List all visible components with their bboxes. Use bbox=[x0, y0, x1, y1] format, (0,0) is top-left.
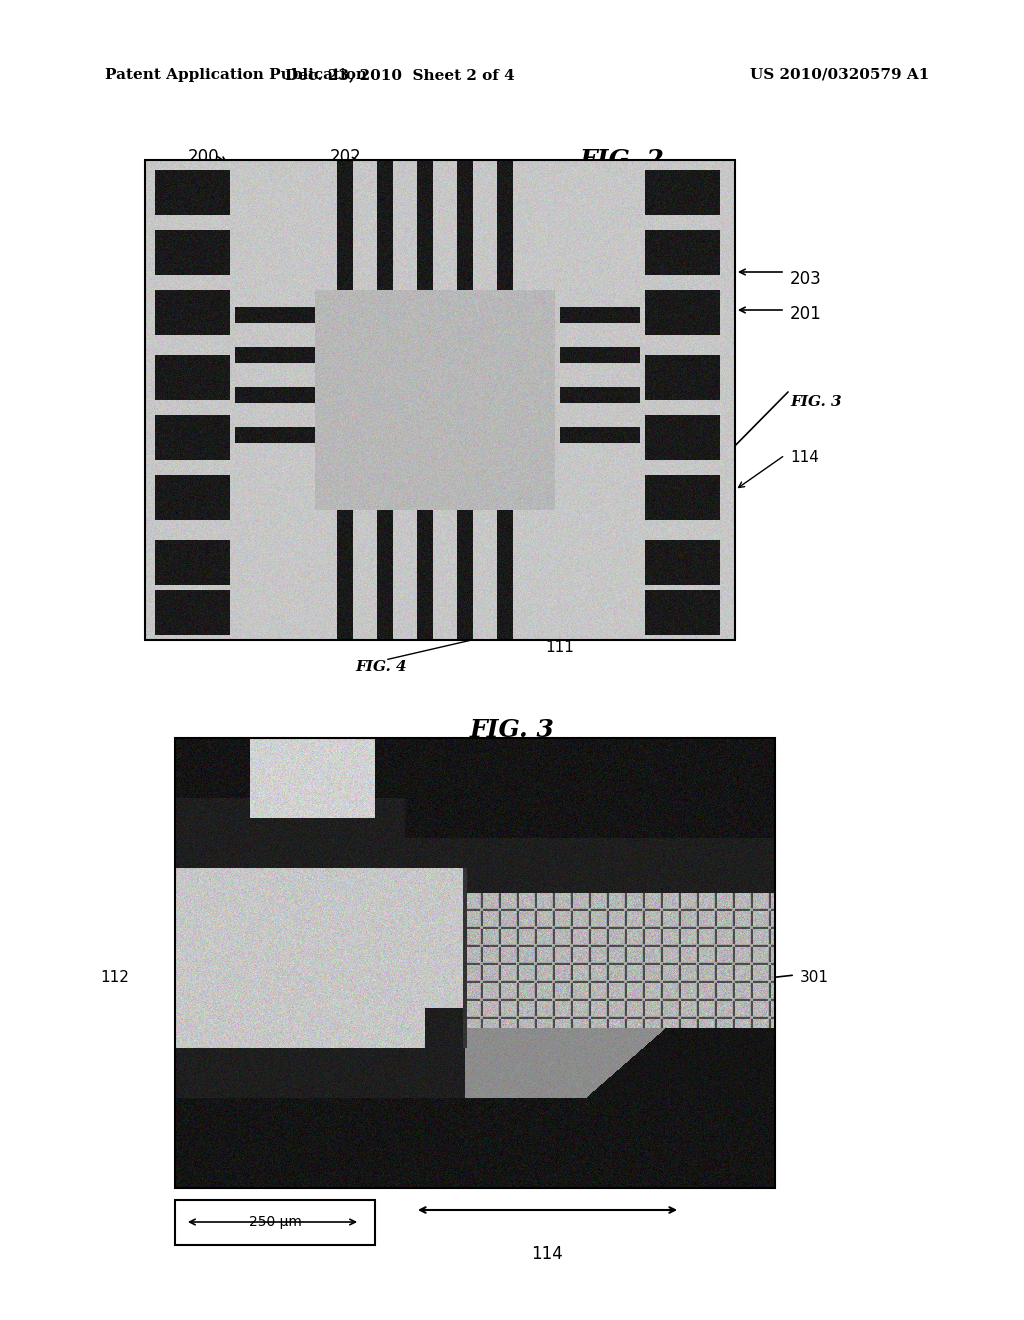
Bar bbox=[175, 738, 775, 1188]
Text: FIG. 3: FIG. 3 bbox=[470, 718, 554, 742]
Text: 114: 114 bbox=[531, 1245, 563, 1263]
Text: 113: 113 bbox=[255, 366, 284, 380]
Text: FIG. 4: FIG. 4 bbox=[355, 660, 407, 675]
Text: 114: 114 bbox=[790, 450, 819, 465]
Text: Dec. 23, 2010  Sheet 2 of 4: Dec. 23, 2010 Sheet 2 of 4 bbox=[285, 69, 515, 82]
Bar bbox=[485, 576, 545, 630]
Text: FIG. 2: FIG. 2 bbox=[580, 148, 665, 172]
Text: 112: 112 bbox=[100, 970, 129, 985]
Text: 210: 210 bbox=[340, 375, 372, 393]
Bar bbox=[565, 506, 640, 570]
Text: Patent Application Publication: Patent Application Publication bbox=[105, 69, 367, 82]
Text: 250 μm: 250 μm bbox=[249, 1214, 301, 1229]
Bar bbox=[145, 160, 735, 640]
Text: FIG. 3: FIG. 3 bbox=[790, 395, 842, 409]
Text: 112: 112 bbox=[310, 568, 339, 583]
Text: 111: 111 bbox=[545, 640, 573, 655]
Text: 202: 202 bbox=[330, 148, 361, 166]
Bar bbox=[175, 1200, 375, 1245]
Text: 200: 200 bbox=[188, 148, 219, 166]
Text: US 2010/0320579 A1: US 2010/0320579 A1 bbox=[750, 69, 930, 82]
Text: 203: 203 bbox=[790, 271, 821, 288]
Text: 301: 301 bbox=[800, 970, 829, 985]
Text: 110: 110 bbox=[255, 400, 284, 414]
Text: 201: 201 bbox=[790, 305, 821, 323]
